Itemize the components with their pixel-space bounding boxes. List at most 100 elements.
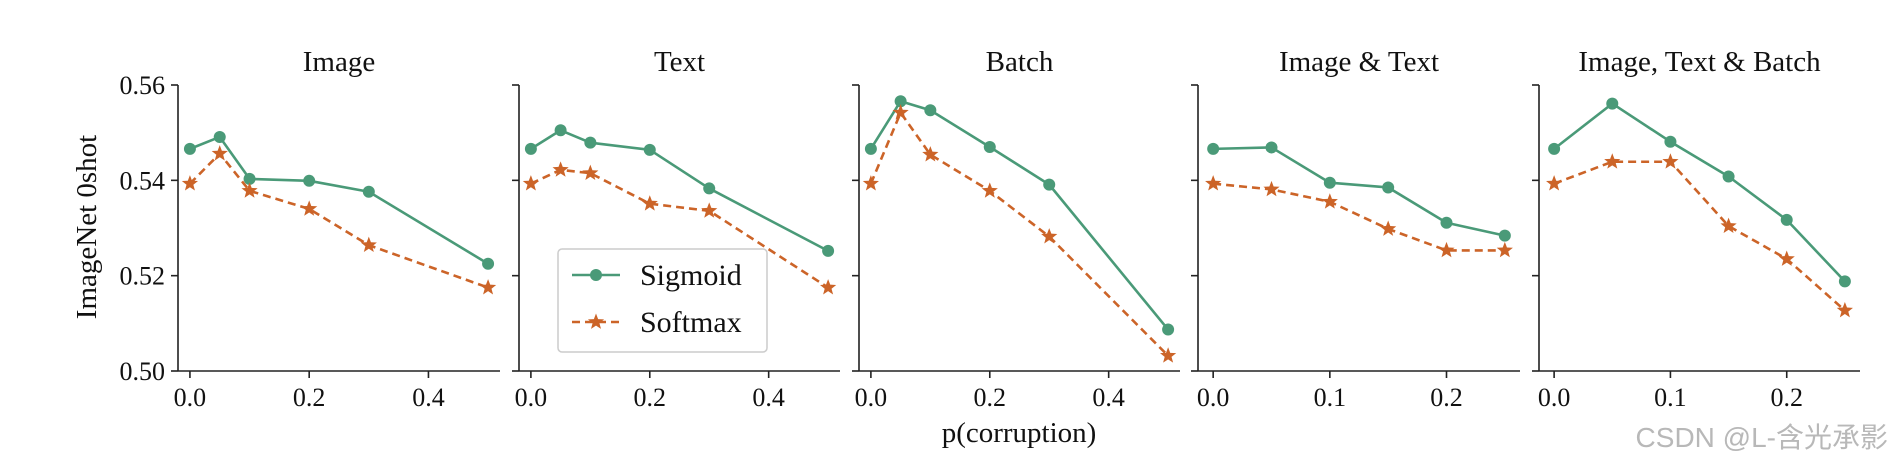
sigmoid-line xyxy=(869,99,1170,331)
panel-title: Image, Text & Batch xyxy=(1578,46,1821,78)
sigmoid-point xyxy=(1043,178,1056,191)
sigmoid-point xyxy=(1548,142,1561,155)
x-tick-label: 0.0 xyxy=(515,383,548,412)
sigmoid-point xyxy=(1498,229,1511,242)
softmax-point xyxy=(641,195,658,211)
x-tick-label: 0.0 xyxy=(855,383,888,412)
softmax-line xyxy=(189,152,489,289)
x-tick-label: 0.2 xyxy=(1430,383,1463,412)
softmax-point xyxy=(211,145,228,161)
panel-title: Image xyxy=(303,46,375,78)
y-axis-label: ImageNet 0shot xyxy=(71,135,103,319)
sigmoid-point xyxy=(1722,170,1735,183)
x-axis-label: p(corruption) xyxy=(942,417,1097,449)
softmax-point xyxy=(1041,228,1058,244)
softmax-point xyxy=(981,182,998,198)
softmax-point xyxy=(1720,217,1737,233)
sigmoid-point xyxy=(894,95,907,108)
legend-softmax-label: Softmax xyxy=(640,306,742,339)
x-tick-label: 0.2 xyxy=(634,383,667,412)
x-tick-label: 0.0 xyxy=(174,383,207,412)
sigmoid-point xyxy=(1838,275,1851,288)
sigmoid-point xyxy=(213,130,226,143)
softmax-point xyxy=(1662,153,1679,169)
sigmoid-point xyxy=(183,142,196,155)
softmax-point xyxy=(522,175,539,191)
sigmoid-point xyxy=(864,142,877,155)
x-tick-label: 0.2 xyxy=(974,383,1007,412)
softmax-point xyxy=(1438,241,1455,258)
sigmoid-line xyxy=(530,128,829,253)
softmax-point xyxy=(479,279,497,295)
softmax-point xyxy=(1380,220,1397,236)
legend-sigmoid-label: Sigmoid xyxy=(640,259,742,292)
sigmoid-point xyxy=(1323,176,1336,189)
softmax-point xyxy=(552,161,569,177)
x-tick-label: 0.4 xyxy=(1092,383,1125,412)
softmax-line xyxy=(530,168,829,289)
softmax-point xyxy=(892,104,909,120)
sigmoid-line xyxy=(1553,102,1846,283)
panels: Image 0.50 0.52 0.54 0.56 0.0 0.2 0.4 Text 0.0 0.2… xyxy=(120,46,1860,412)
softmax-point xyxy=(1778,250,1795,266)
softmax-point xyxy=(360,236,377,253)
sigmoid-point xyxy=(482,257,495,270)
sigmoid-point xyxy=(983,140,996,153)
sigmoid-line xyxy=(1213,146,1506,237)
softmax-point xyxy=(862,175,879,191)
sigmoid-point xyxy=(1664,135,1677,148)
x-tick-label: 0.2 xyxy=(1770,383,1803,412)
softmax-point xyxy=(181,175,199,191)
y-tick-label: 0.56 xyxy=(120,71,166,100)
sigmoid-point xyxy=(584,136,597,149)
x-tick-label: 0.4 xyxy=(752,383,785,412)
sigmoid-point xyxy=(1162,323,1175,336)
y-tick-label: 0.50 xyxy=(120,357,166,386)
legend-sigmoid-marker xyxy=(590,269,602,281)
x-tick-label: 0.2 xyxy=(293,383,326,412)
softmax-point xyxy=(820,279,837,295)
panel-1: Image 0.50 0.52 0.54 0.56 0.0 0.2 0.4 xyxy=(120,46,500,412)
sigmoid-point xyxy=(303,174,316,187)
sigmoid-point xyxy=(822,244,835,257)
sigmoid-point xyxy=(362,185,375,198)
sigmoid-point xyxy=(1382,181,1395,194)
panel-title: Text xyxy=(654,46,705,78)
x-tick-label: 0.0 xyxy=(1197,383,1230,412)
panel-title: Image & Text xyxy=(1279,46,1439,78)
sigmoid-point xyxy=(1780,213,1793,226)
sigmoid-point xyxy=(703,182,716,195)
panel-title: Batch xyxy=(986,46,1054,78)
softmax-point xyxy=(922,146,939,162)
softmax-point xyxy=(301,200,318,216)
softmax-point xyxy=(1321,193,1338,209)
sigmoid-point xyxy=(1265,141,1278,154)
softmax-point xyxy=(1604,153,1621,169)
softmax-line xyxy=(869,111,1170,357)
softmax-point xyxy=(1160,347,1177,363)
panel-2: Text 0.0 0.2 0.4 xyxy=(512,46,840,412)
softmax-point xyxy=(241,182,258,198)
softmax-point xyxy=(1546,175,1563,191)
sigmoid-line xyxy=(189,135,489,265)
panel-4: Image & Text 0.0 0.1 0.2 xyxy=(1191,46,1520,412)
sigmoid-point xyxy=(1606,97,1619,110)
y-tick-label: 0.52 xyxy=(120,262,166,291)
softmax-point xyxy=(1496,241,1513,258)
softmax-point xyxy=(1263,180,1280,197)
sigmoid-point xyxy=(554,124,567,137)
softmax-point xyxy=(1836,301,1853,318)
sigmoid-point xyxy=(924,104,937,117)
softmax-line xyxy=(1213,182,1505,252)
sigmoid-point xyxy=(524,142,537,155)
x-tick-label: 0.1 xyxy=(1314,383,1347,412)
sigmoid-point xyxy=(243,172,256,185)
softmax-point xyxy=(582,164,599,181)
y-tick-label: 0.54 xyxy=(120,166,166,195)
x-tick-label: 0.1 xyxy=(1654,383,1687,412)
sigmoid-point xyxy=(1440,216,1453,229)
sigmoid-point xyxy=(1207,142,1220,155)
panel-5: Image, Text & Batch 0.0 0.1 0.2 xyxy=(1532,46,1860,412)
x-tick-label: 0.4 xyxy=(412,383,445,412)
